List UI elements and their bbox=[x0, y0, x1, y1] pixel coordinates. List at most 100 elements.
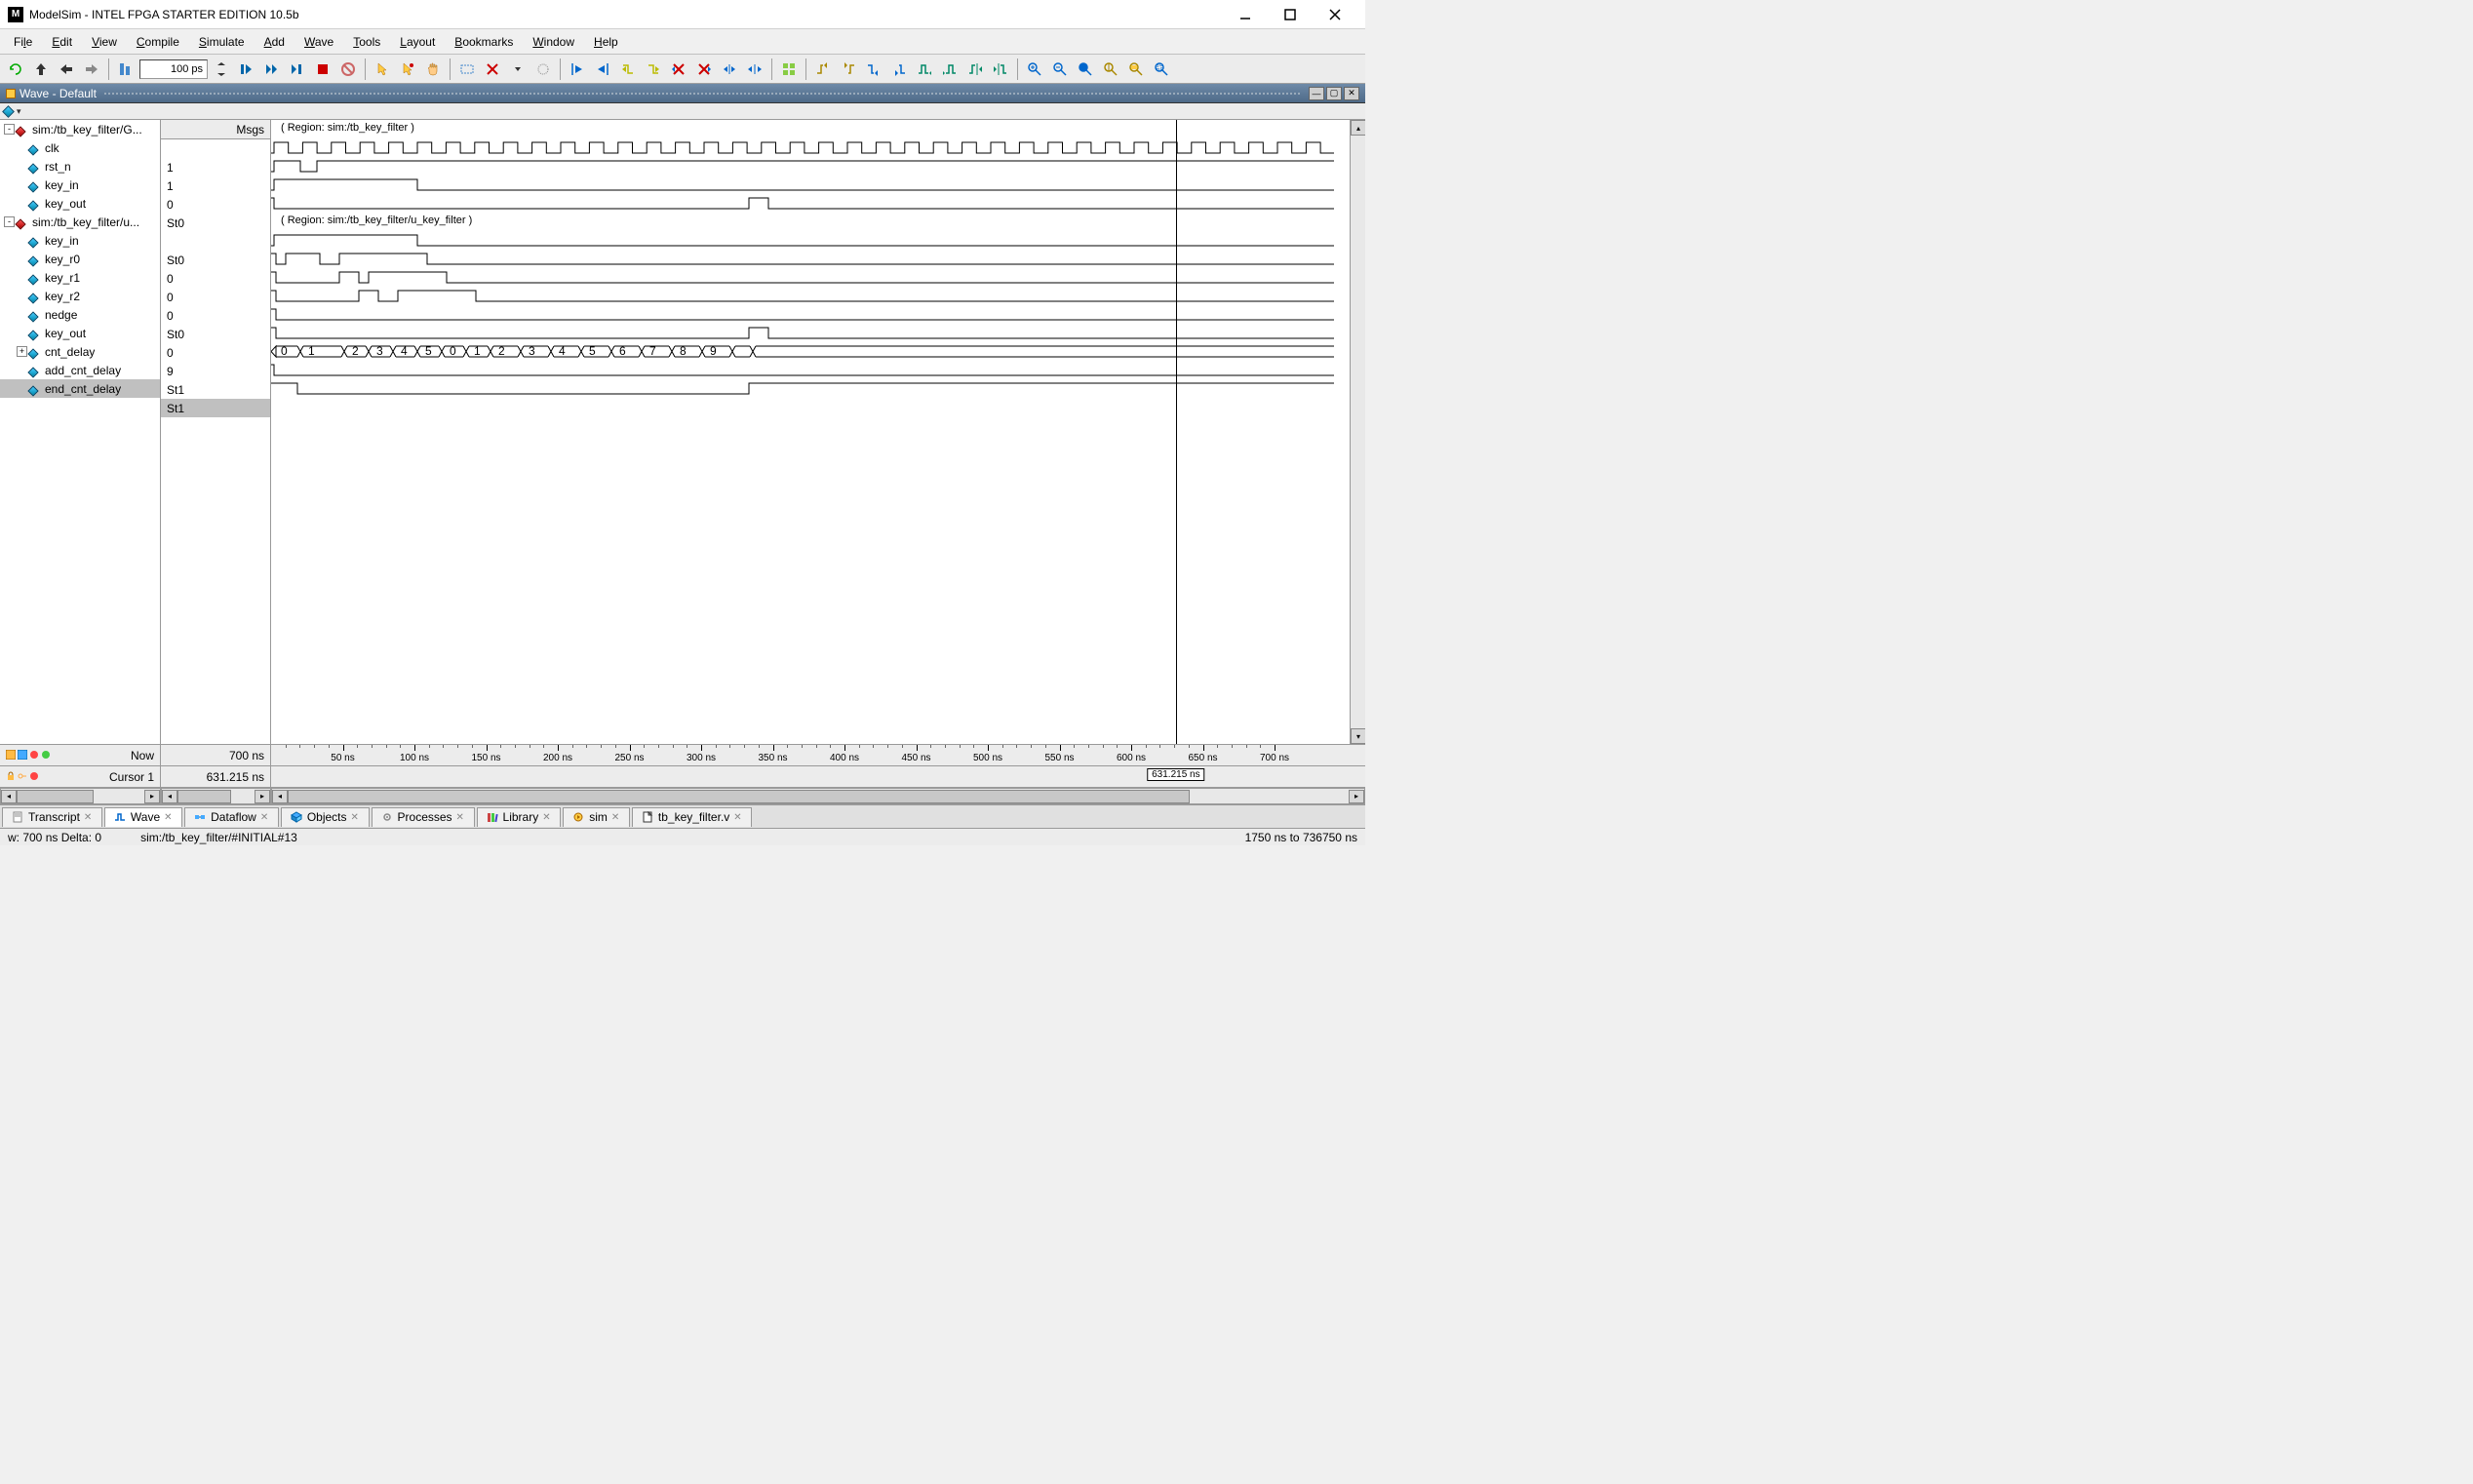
minimize-button[interactable] bbox=[1223, 0, 1268, 29]
edge1-button[interactable] bbox=[811, 58, 835, 81]
dropdown-arrow-icon[interactable]: ▾ bbox=[17, 106, 21, 117]
tab-objects[interactable]: Objects✕ bbox=[281, 807, 370, 827]
tab-close-button[interactable]: ✕ bbox=[542, 812, 552, 822]
msgs-hscroll[interactable]: ◂ ▸ bbox=[161, 788, 271, 804]
menu-edit[interactable]: Edit bbox=[42, 31, 82, 53]
signal-row[interactable]: end_cnt_delay bbox=[0, 379, 160, 398]
delete-dropdown[interactable] bbox=[506, 58, 530, 81]
highlight-button[interactable] bbox=[531, 58, 555, 81]
wave-row[interactable] bbox=[271, 157, 1365, 176]
signal-row[interactable]: key_out bbox=[0, 194, 160, 213]
zoom-in-button[interactable] bbox=[1023, 58, 1046, 81]
wave-row[interactable] bbox=[271, 287, 1365, 305]
tab-processes[interactable]: Processes✕ bbox=[372, 807, 475, 827]
signal-row[interactable]: +cnt_delay bbox=[0, 342, 160, 361]
stepper-icon[interactable] bbox=[210, 58, 233, 81]
menu-compile[interactable]: Compile bbox=[127, 31, 189, 53]
cursor-button[interactable] bbox=[371, 58, 394, 81]
zoom-cursor-button[interactable] bbox=[1099, 58, 1122, 81]
tab-transcript[interactable]: Transcript✕ bbox=[2, 807, 102, 827]
waveform-area[interactable]: ( Region: sim:/tb_key_filter ) ( Region: … bbox=[271, 120, 1365, 744]
sigtree-hscroll[interactable]: ◂ ▸ bbox=[0, 788, 161, 804]
wave-minimize-button[interactable]: — bbox=[1309, 87, 1324, 100]
wave-row[interactable] bbox=[271, 138, 1365, 157]
next-falling-button[interactable] bbox=[642, 58, 665, 81]
menu-help[interactable]: Help bbox=[584, 31, 628, 53]
scroll-up-button[interactable]: ▴ bbox=[1351, 120, 1365, 136]
tab-close-button[interactable]: ✕ bbox=[733, 812, 743, 822]
back-arrow-button[interactable] bbox=[55, 58, 78, 81]
edge6-button[interactable] bbox=[938, 58, 962, 81]
menu-wave[interactable]: Wave bbox=[294, 31, 343, 53]
wave-row[interactable] bbox=[271, 305, 1365, 324]
zoom-other-button[interactable] bbox=[1150, 58, 1173, 81]
expand-toggle[interactable]: + bbox=[17, 346, 27, 357]
signal-row[interactable]: key_in bbox=[0, 176, 160, 194]
scroll-right-button[interactable]: ▸ bbox=[144, 790, 160, 803]
signal-row[interactable]: key_r2 bbox=[0, 287, 160, 305]
menu-window[interactable]: Window bbox=[523, 31, 584, 53]
menu-tools[interactable]: Tools bbox=[343, 31, 390, 53]
wave-maximize-button[interactable]: ▢ bbox=[1326, 87, 1342, 100]
scroll-left-button[interactable]: ◂ bbox=[162, 790, 177, 803]
continue-run-button[interactable] bbox=[286, 58, 309, 81]
zoom-full-button[interactable] bbox=[1074, 58, 1097, 81]
scroll-down-button[interactable]: ▾ bbox=[1351, 728, 1365, 744]
wave-hscroll[interactable]: ◂ ▸ bbox=[271, 788, 1365, 804]
menu-file[interactable]: File bbox=[4, 31, 42, 53]
signal-row[interactable]: rst_n bbox=[0, 157, 160, 176]
tab-close-button[interactable]: ✕ bbox=[456, 812, 466, 822]
grid-button[interactable] bbox=[777, 58, 801, 81]
wave-row[interactable]: ( Region: sim:/tb_key_filter ) bbox=[271, 120, 1365, 138]
tab-tb-key-filter-v[interactable]: tb_key_filter.v✕ bbox=[632, 807, 752, 827]
delete-button[interactable] bbox=[481, 58, 504, 81]
menu-simulate[interactable]: Simulate bbox=[189, 31, 255, 53]
tab-close-button[interactable]: ✕ bbox=[351, 812, 361, 822]
signal-row[interactable]: key_r0 bbox=[0, 250, 160, 268]
prev-edge-red-button[interactable] bbox=[667, 58, 690, 81]
run-button[interactable] bbox=[235, 58, 258, 81]
signal-row[interactable]: -sim:/tb_key_filter/G... bbox=[0, 120, 160, 138]
tab-close-button[interactable]: ✕ bbox=[164, 812, 174, 822]
expand-button[interactable] bbox=[743, 58, 766, 81]
tab-sim[interactable]: sim✕ bbox=[563, 807, 630, 827]
signal-row[interactable]: key_in bbox=[0, 231, 160, 250]
scroll-right-button[interactable]: ▸ bbox=[1349, 790, 1364, 803]
scroll-right-button[interactable]: ▸ bbox=[255, 790, 270, 803]
tab-dataflow[interactable]: Dataflow✕ bbox=[184, 807, 279, 827]
run-all-button[interactable] bbox=[260, 58, 284, 81]
menu-bookmarks[interactable]: Bookmarks bbox=[445, 31, 523, 53]
wave-close-button[interactable]: ✕ bbox=[1344, 87, 1359, 100]
menu-view[interactable]: View bbox=[82, 31, 127, 53]
up-arrow-button[interactable] bbox=[29, 58, 53, 81]
tab-close-button[interactable]: ✕ bbox=[260, 812, 270, 822]
zoom-range-button[interactable] bbox=[1124, 58, 1148, 81]
wave-row[interactable] bbox=[271, 176, 1365, 194]
wave-row[interactable] bbox=[271, 231, 1365, 250]
tab-close-button[interactable]: ✕ bbox=[611, 812, 621, 822]
tab-close-button[interactable]: ✕ bbox=[84, 812, 94, 822]
wave-row[interactable]: 0123450123456789 bbox=[271, 342, 1365, 361]
wave-row[interactable] bbox=[271, 194, 1365, 213]
next-edge-red-button[interactable] bbox=[692, 58, 716, 81]
wave-row[interactable] bbox=[271, 324, 1365, 342]
tab-wave[interactable]: Wave✕ bbox=[104, 807, 182, 827]
hand-button[interactable] bbox=[421, 58, 445, 81]
edge2-button[interactable] bbox=[837, 58, 860, 81]
edge7-button[interactable] bbox=[963, 58, 987, 81]
signal-row[interactable]: -sim:/tb_key_filter/u... bbox=[0, 213, 160, 231]
zoom-out-button[interactable] bbox=[1048, 58, 1072, 81]
prev-transition-button[interactable] bbox=[566, 58, 589, 81]
expand-toggle[interactable]: - bbox=[4, 216, 15, 227]
wave-vscrollbar[interactable]: ▴ ▾ bbox=[1350, 120, 1365, 744]
stop-button[interactable] bbox=[336, 58, 360, 81]
cursor2-button[interactable] bbox=[396, 58, 419, 81]
time-input[interactable] bbox=[139, 59, 208, 79]
wave-row[interactable] bbox=[271, 379, 1365, 398]
edge3-button[interactable] bbox=[862, 58, 885, 81]
cursor-ruler-row[interactable]: 631.215 ns bbox=[271, 766, 1365, 788]
edge4-button[interactable] bbox=[887, 58, 911, 81]
wave-row[interactable]: ( Region: sim:/tb_key_filter/u_key_filte… bbox=[271, 213, 1365, 231]
restart-button[interactable] bbox=[4, 58, 27, 81]
menu-layout[interactable]: Layout bbox=[390, 31, 445, 53]
